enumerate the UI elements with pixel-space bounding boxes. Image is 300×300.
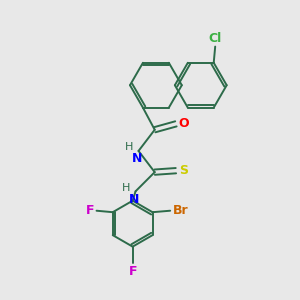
Text: O: O: [179, 117, 190, 130]
Text: Cl: Cl: [208, 32, 222, 44]
Text: F: F: [86, 204, 94, 217]
Text: N: N: [132, 152, 142, 165]
Text: H: H: [125, 142, 133, 152]
Text: N: N: [129, 193, 139, 206]
Text: Br: Br: [172, 204, 188, 217]
Text: H: H: [122, 183, 130, 193]
Text: S: S: [179, 164, 188, 177]
Text: F: F: [128, 265, 137, 278]
